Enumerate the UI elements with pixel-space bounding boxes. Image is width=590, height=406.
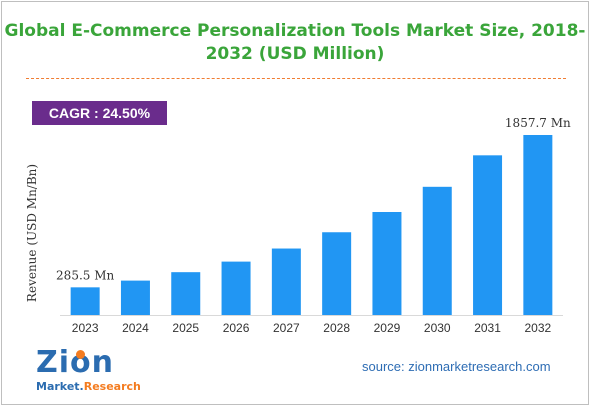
x-tick-label: 2026 [223,321,250,335]
data-label: 285.5 Mn [56,268,114,282]
bar-2024 [120,280,150,315]
logo-sub-part1: Market. [36,380,84,393]
x-tick-label: 2027 [273,321,300,335]
cagr-badge: CAGR : 24.50% [32,101,167,125]
logo-dot-icon [76,350,85,359]
title-divider [26,78,566,79]
bar-2026 [221,261,251,315]
bar-2027 [271,248,301,315]
bar-2023 [70,287,100,315]
zion-logo: Zion Market.Research [32,345,142,397]
x-tick-label: 2025 [172,321,199,335]
y-axis-label: Revenue (USD Mn/Bn) [25,164,39,302]
chart-title-line-2: 2032 (USD Million) [205,44,385,64]
bar-2031 [473,155,503,315]
data-label: 1857.7 Mn [505,116,571,130]
source-text: source: zionmarketresearch.com [362,359,551,374]
logo-sub-part2: Research [83,380,141,393]
x-tick-label: 2028 [323,321,350,335]
bar-chart: 2023 2024 2025 2026 2027 2028 2029 2030 2031 2032… [25,116,571,335]
bar-2032 [523,135,553,315]
x-tick-label: 2024 [122,321,149,335]
logo-subtitle: Market.Research [36,380,141,393]
logo-name: Zion [36,345,115,380]
bar-2025 [171,272,201,315]
x-tick-label: 2029 [374,321,401,335]
x-tick-label: 2031 [474,321,501,335]
chart-title-line-1: Global E-Commerce Personalization Tools … [4,21,586,41]
x-tick-label: 2030 [424,321,451,335]
bar-2028 [322,232,352,315]
x-tick-label: 2032 [524,321,551,335]
bar-2029 [372,212,402,315]
x-tick-label: 2023 [72,321,99,335]
bar-2030 [422,186,452,315]
chart-title: Global E-Commerce Personalization Tools … [2,20,588,66]
